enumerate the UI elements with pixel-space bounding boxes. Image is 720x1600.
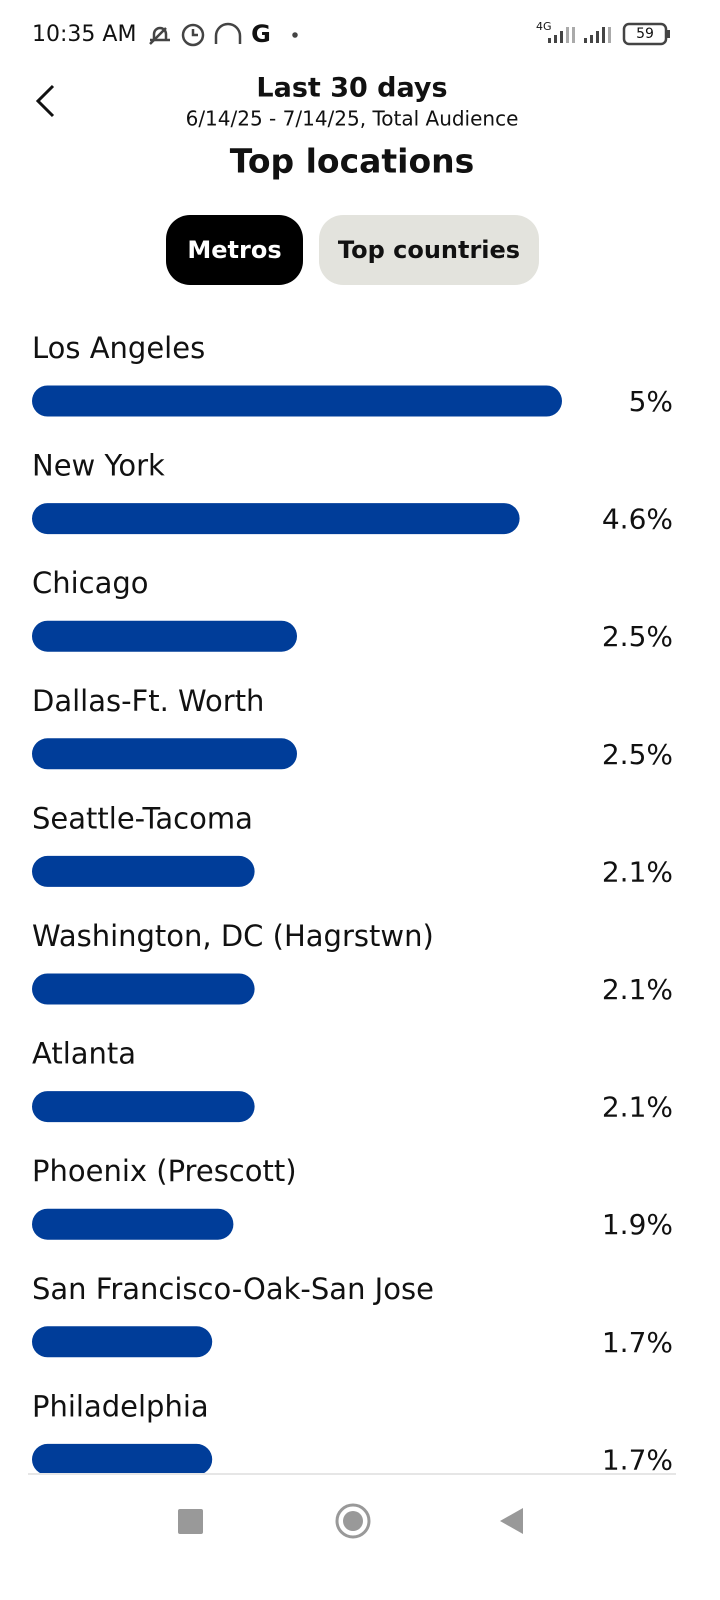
bar (32, 738, 297, 770)
nav-home[interactable] (335, 1503, 371, 1539)
value-label: 1.9% (602, 1208, 673, 1241)
status-icons (149, 22, 298, 47)
value-label: 2.5% (602, 738, 673, 771)
value-label: 1.7% (602, 1326, 673, 1359)
title: Top locations (230, 142, 475, 181)
signal-icons (548, 27, 611, 43)
bar (32, 855, 255, 887)
battery-tip (667, 30, 670, 38)
location-name: Atlanta (32, 1037, 136, 1071)
bar (32, 503, 520, 535)
location-name: Philadelphia (32, 1389, 209, 1423)
battery-icon (622, 22, 668, 46)
bar (32, 1326, 213, 1358)
location-name: New York (32, 449, 165, 483)
location-name: Washington, DC (Hagrstwn) (32, 919, 434, 953)
tab-active[interactable] (166, 215, 303, 285)
nav-recents[interactable] (178, 1509, 203, 1534)
location-list: Los Angeles 5% New York 4.6% Chicago 2.5% Dall… (32, 331, 673, 1476)
status-time: 10:35 AM (32, 22, 136, 47)
value-label: 5% (629, 385, 673, 418)
tab-label[interactable]: Metros (187, 236, 281, 264)
bar (32, 1208, 234, 1240)
tab[interactable] (319, 215, 539, 285)
location-name: Dallas-Ft. Worth (32, 684, 264, 718)
tab-label[interactable]: Top countries (338, 236, 520, 264)
bar (32, 973, 255, 1005)
status-network: 4G (536, 20, 552, 33)
location-name: San Francisco-Oak-San Jose (32, 1272, 434, 1306)
location-name: Phoenix (Prescott) (32, 1154, 297, 1188)
bar (32, 1091, 255, 1123)
location-name: Los Angeles (32, 331, 205, 365)
battery-level: 59 (636, 26, 654, 42)
location-name: Chicago (32, 566, 149, 600)
value-label: 1.7% (602, 1443, 673, 1476)
back-button[interactable] (35, 84, 55, 118)
value-label: 2.1% (602, 1091, 673, 1124)
bar (32, 1443, 213, 1474)
value-label: 2.5% (602, 620, 673, 653)
location-name: Seattle-Tacoma (32, 801, 253, 835)
status-google: G (251, 20, 271, 48)
nav-home-dot (343, 1511, 363, 1531)
bar (32, 620, 297, 652)
period: Last 30 days (256, 73, 447, 104)
nav-back[interactable] (500, 1508, 523, 1534)
value-label: 2.1% (602, 973, 673, 1006)
subtitle: 6/14/25 - 7/14/25, Total Audience (186, 107, 519, 131)
value-label: 2.1% (602, 855, 673, 888)
value-label: 4.6% (602, 503, 673, 536)
bar (32, 385, 562, 417)
